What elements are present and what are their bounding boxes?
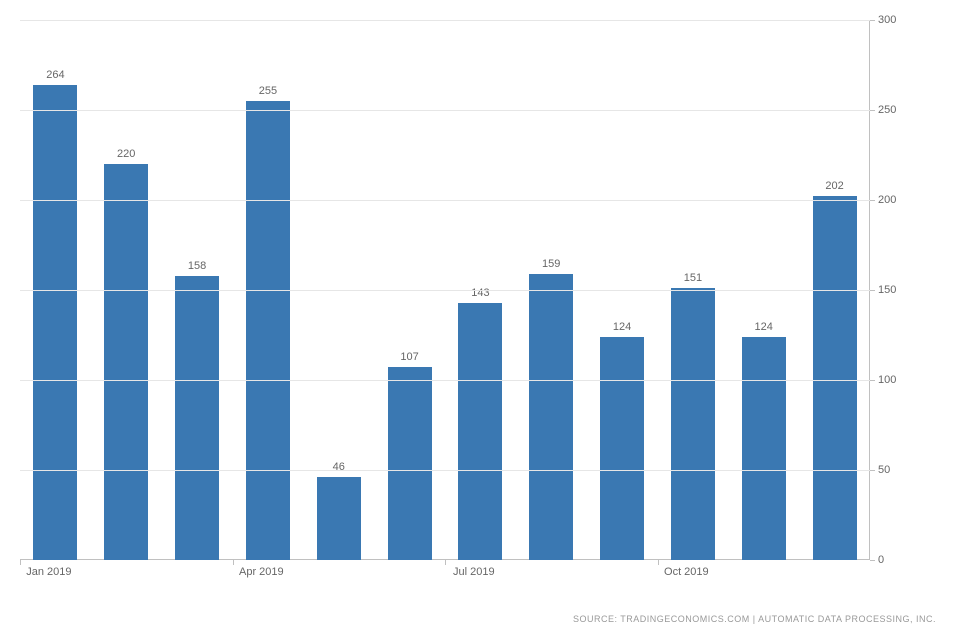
bar-value-label: 46: [317, 461, 361, 473]
y-tick-label: 200: [878, 194, 896, 206]
y-gridline: [20, 290, 870, 291]
x-tick-label: Jul 2019: [453, 566, 495, 578]
x-tick-mark: [445, 560, 446, 565]
bar-value-label: 107: [388, 351, 432, 363]
y-tick-label: 100: [878, 374, 896, 386]
bar-value-label: 255: [246, 85, 290, 97]
y-gridline: [20, 200, 870, 201]
bar-value-label: 124: [742, 321, 786, 333]
bar-value-label: 158: [175, 260, 219, 272]
bar[interactable]: 107: [388, 367, 432, 560]
x-tick-mark: [658, 560, 659, 565]
x-tick-label: Jan 2019: [26, 566, 71, 578]
y-tick-label: 300: [878, 14, 896, 26]
bar-value-label: 124: [600, 321, 644, 333]
y-tick-label: 150: [878, 284, 896, 296]
y-tick-mark: [870, 110, 875, 111]
x-tick-mark: [233, 560, 234, 565]
y-gridline: [20, 20, 870, 21]
y-tick-mark: [870, 290, 875, 291]
y-tick-mark: [870, 470, 875, 471]
bar[interactable]: 124: [600, 337, 644, 560]
x-tick-mark: [20, 560, 21, 565]
y-gridline: [20, 470, 870, 471]
bar[interactable]: 255: [246, 101, 290, 560]
y-tick-mark: [870, 20, 875, 21]
bar-value-label: 264: [33, 69, 77, 81]
bar[interactable]: 46: [317, 477, 361, 560]
y-tick-label: 0: [878, 554, 884, 566]
bar-value-label: 151: [671, 272, 715, 284]
bar[interactable]: 159: [529, 274, 573, 560]
bar-value-label: 202: [813, 180, 857, 192]
y-tick-label: 50: [878, 464, 890, 476]
x-tick-label: Oct 2019: [664, 566, 709, 578]
bar[interactable]: 158: [175, 276, 219, 560]
source-attribution: SOURCE: TRADINGECONOMICS.COM | AUTOMATIC…: [573, 614, 936, 624]
bar[interactable]: 264: [33, 85, 77, 560]
bar-value-label: 220: [104, 148, 148, 160]
bar-value-label: 143: [458, 287, 502, 299]
bar[interactable]: 202: [813, 196, 857, 560]
y-gridline: [20, 110, 870, 111]
bar[interactable]: 143: [458, 303, 502, 560]
y-tick-mark: [870, 380, 875, 381]
bar-value-label: 159: [529, 258, 573, 270]
bar[interactable]: 124: [742, 337, 786, 560]
y-gridline: [20, 380, 870, 381]
y-tick-label: 250: [878, 104, 896, 116]
chart-container: 264 220 158 255 46 107 143 159 124 151 124 202 0 50 1…: [20, 20, 920, 600]
y-tick-mark: [870, 560, 875, 561]
bar[interactable]: 220: [104, 164, 148, 560]
bar[interactable]: 151: [671, 288, 715, 560]
y-tick-mark: [870, 200, 875, 201]
plot-area: 264 220 158 255 46 107 143 159 124 151 124 202: [20, 20, 870, 560]
x-tick-label: Apr 2019: [239, 566, 284, 578]
